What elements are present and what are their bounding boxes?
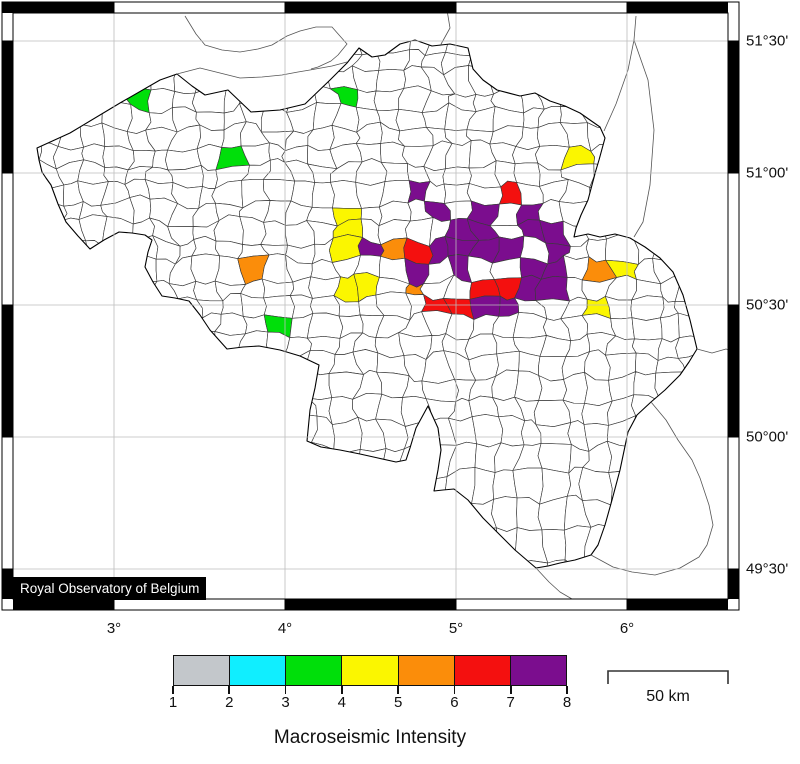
legend-tick-label-4: 4 bbox=[337, 694, 347, 711]
legend-swatch-5 bbox=[397, 656, 454, 685]
scale-bar bbox=[607, 670, 729, 684]
legend-title: Macroseismic Intensity bbox=[273, 727, 467, 748]
legend-tick-label-1: 1 bbox=[168, 694, 178, 711]
lat-label-4: 49°30' bbox=[746, 560, 789, 578]
legend-swatch-7 bbox=[509, 656, 566, 685]
legend-tick bbox=[172, 686, 174, 694]
legend-tick bbox=[566, 686, 568, 694]
legend-tick bbox=[284, 686, 287, 694]
legend-swatch-1 bbox=[174, 656, 230, 685]
lat-label-2: 50°30' bbox=[746, 296, 789, 314]
lon-label-2: 5° bbox=[448, 620, 464, 637]
legend-swatch-6 bbox=[453, 656, 510, 685]
legend-tick-label-3: 3 bbox=[281, 694, 290, 711]
lon-label-0: 3° bbox=[106, 620, 122, 637]
attribution-label: Royal Observatory of Belgium bbox=[13, 577, 207, 600]
legend-tick-label-8: 8 bbox=[562, 694, 572, 711]
legend-swatch-2 bbox=[229, 656, 286, 685]
legend-tick bbox=[397, 686, 399, 694]
lon-label-1: 4° bbox=[277, 620, 293, 637]
legend-tick bbox=[228, 686, 231, 694]
lat-label-1: 51°00' bbox=[746, 164, 789, 182]
legend-tick-label-5: 5 bbox=[393, 694, 403, 711]
lat-label-3: 50°00' bbox=[746, 428, 789, 446]
legend-tick-label-6: 6 bbox=[450, 694, 459, 711]
legend-swatch-4 bbox=[341, 656, 398, 685]
legend-tick-label-7: 7 bbox=[506, 694, 515, 711]
legend-tick bbox=[341, 686, 343, 694]
scale-bar-label: 50 km bbox=[646, 688, 690, 705]
legend-swatch-3 bbox=[285, 656, 342, 685]
legend-tick bbox=[509, 686, 512, 694]
lon-label-3: 6° bbox=[619, 620, 635, 637]
legend-tick bbox=[453, 686, 456, 694]
lat-label-0: 51°30' bbox=[746, 32, 789, 50]
legend-colorbar bbox=[173, 655, 567, 686]
legend-tick-label-2: 2 bbox=[225, 694, 234, 711]
